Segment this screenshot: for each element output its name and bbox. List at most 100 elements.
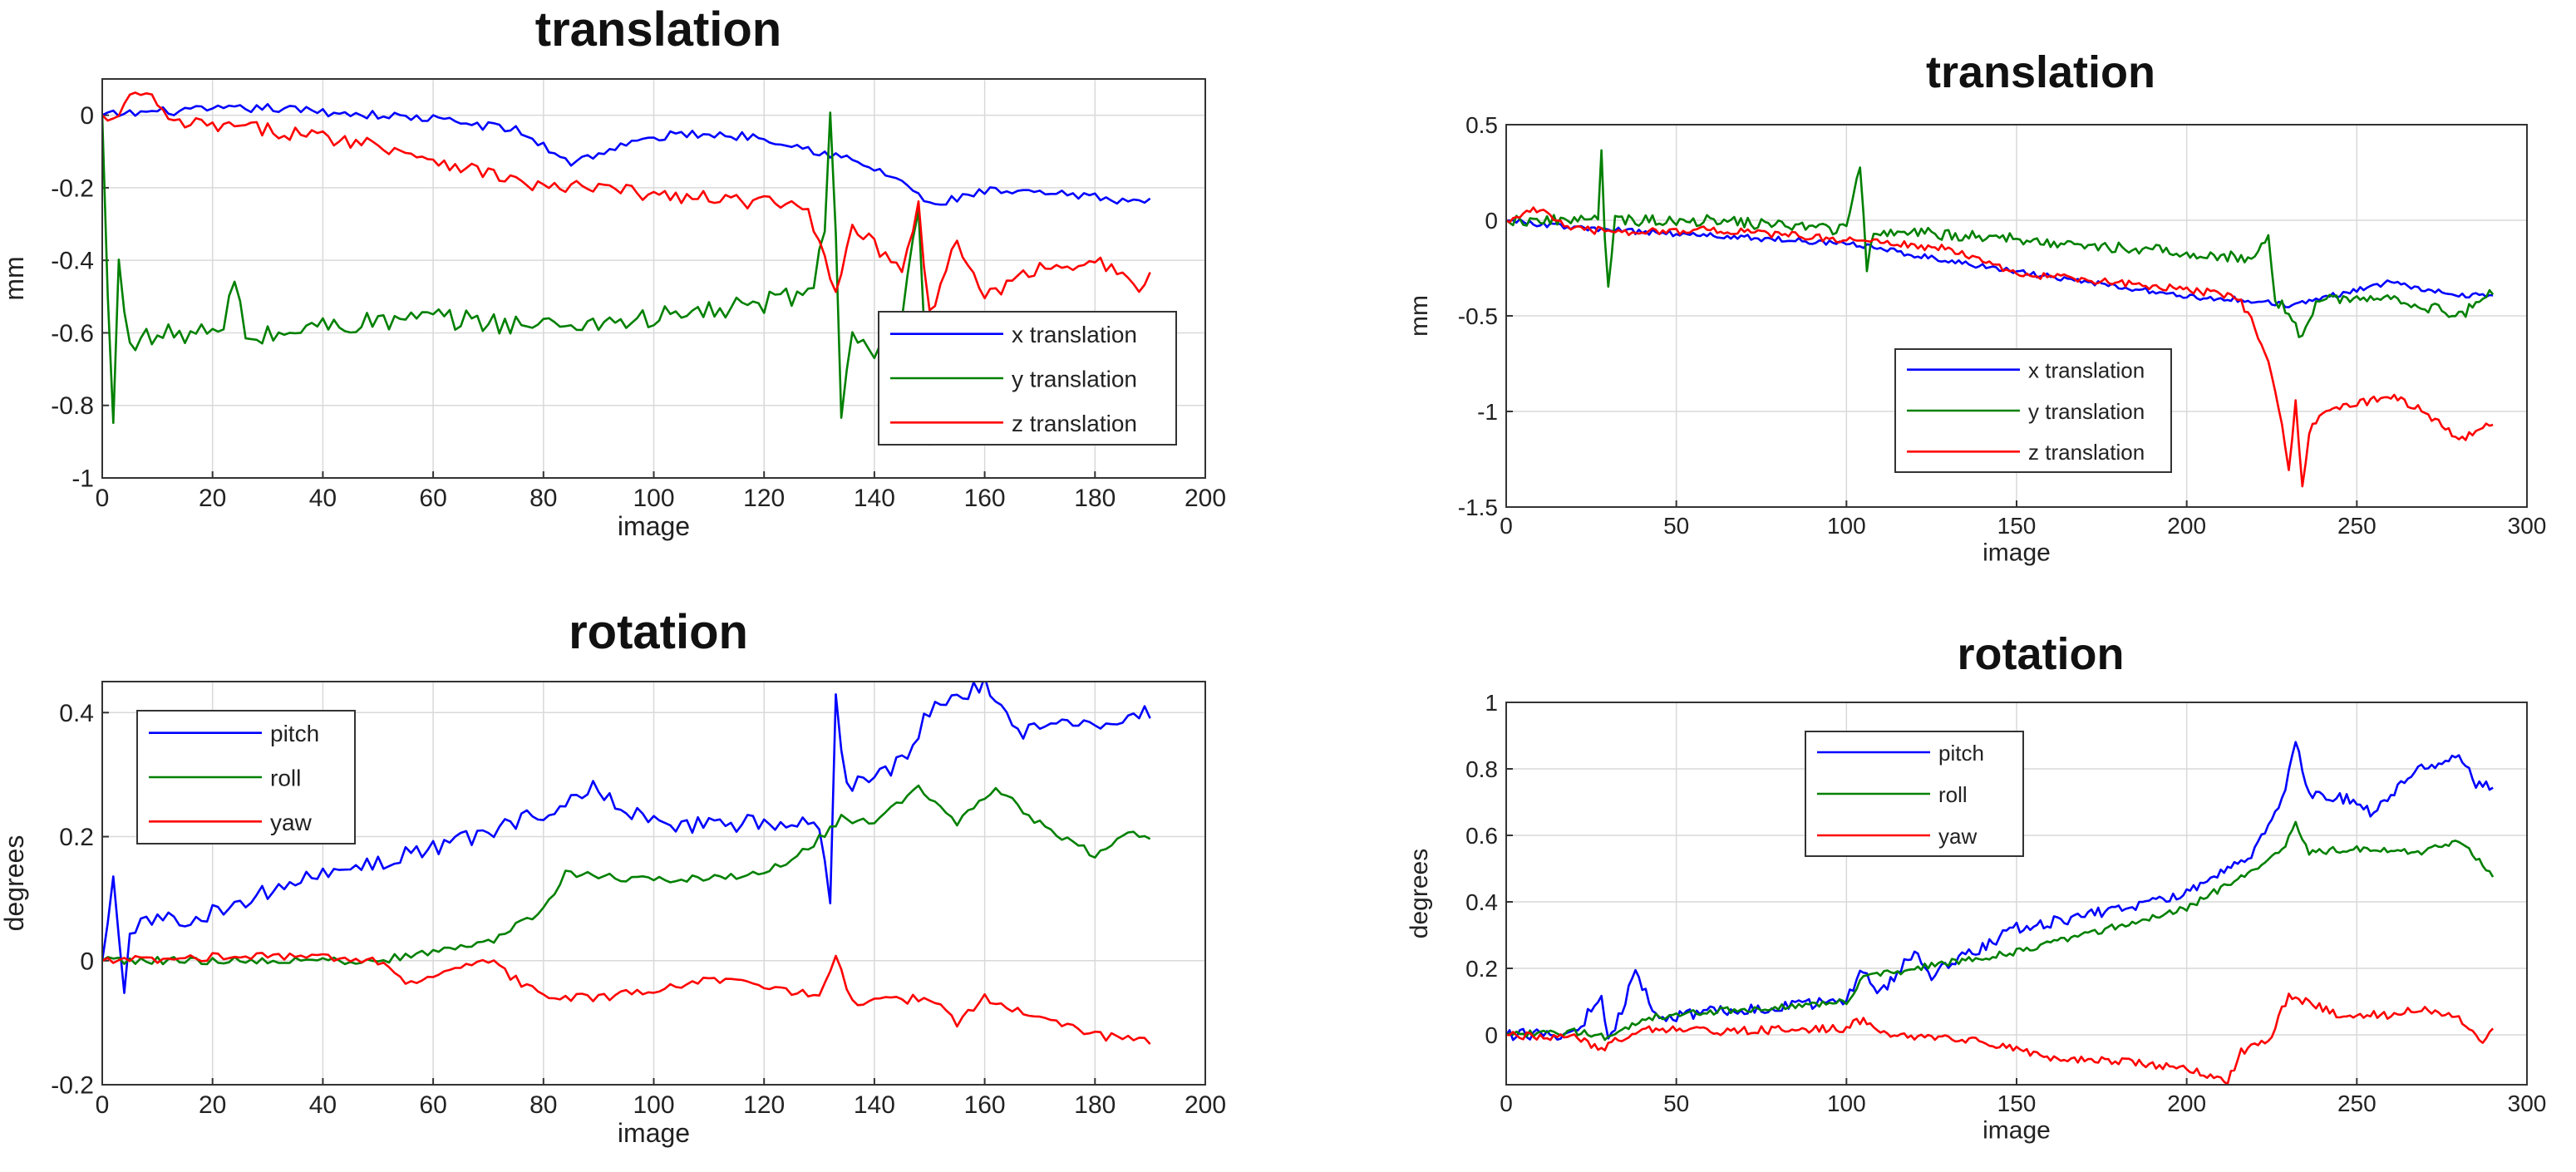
x-tick-label: 150 [1997, 513, 2037, 539]
y-tick-label: 0 [80, 948, 94, 975]
series-line-roll [102, 784, 1151, 966]
series-line-y-translation [1506, 149, 2495, 338]
legend: x translation y translation z translation [1894, 348, 2172, 473]
x-tick-label: 50 [1663, 513, 1689, 539]
y-tick-label: -0.5 [1458, 303, 1498, 329]
x-axis-label: image [1982, 1116, 2051, 1144]
chart-bl: rotation 0 20 40 60 80 100 120 140 160 180 200 0.4 0.… [0, 605, 1226, 1148]
legend-label: roll [270, 766, 301, 791]
x-tick-label: 140 [854, 1091, 895, 1119]
x-tick-label: 200 [1185, 485, 1226, 512]
x-tick-label: 100 [1827, 1091, 1866, 1116]
x-tick-label: 0 [1500, 513, 1513, 539]
axes-frame [101, 681, 1206, 1086]
x-axis-label: image [1982, 539, 2051, 566]
y-tick-label: -1 [71, 465, 94, 493]
series-line-x-translation [102, 103, 1151, 206]
y-tick-label: 0.6 [1465, 823, 1498, 849]
y-tick-label: -0.2 [51, 1072, 94, 1100]
series-line-pitch [1506, 741, 2494, 1042]
x-tick-label: 100 [633, 485, 674, 512]
legend-label: y translation [1012, 367, 1137, 392]
y-tick-label: 0.5 [1465, 112, 1498, 138]
x-axis-label: image [618, 511, 690, 541]
x-tick-label: 200 [2167, 1091, 2206, 1116]
x-tick-label: 40 [309, 485, 337, 512]
x-tick-label: 60 [419, 1091, 446, 1119]
y-axis-label: degrees [1406, 849, 1433, 938]
x-tick-label: 160 [964, 1091, 1006, 1119]
y-tick-label: -0.6 [51, 320, 94, 347]
x-tick-label: 20 [199, 485, 226, 512]
series-line-yaw [102, 952, 1151, 1045]
legend-label: z translation [2028, 440, 2145, 465]
x-tick-label: 60 [419, 485, 446, 512]
chart-title: rotation [1958, 629, 2125, 679]
x-tick-label: 20 [199, 1091, 226, 1119]
legend-label: yaw [270, 810, 313, 835]
legend-label: x translation [2028, 357, 2145, 382]
x-tick-label: 180 [1074, 485, 1116, 512]
legend-label: pitch [270, 721, 319, 746]
axes-frame [101, 78, 1206, 479]
y-tick-label: 0.2 [59, 824, 94, 851]
series-line-pitch [102, 682, 1151, 994]
x-tick-label: 100 [633, 1091, 674, 1119]
series-line-roll [1506, 820, 2495, 1042]
y-tick-label: 0 [1485, 1022, 1498, 1048]
x-tick-label: 120 [743, 485, 785, 512]
legend-label: z translation [1012, 411, 1137, 436]
x-tick-label: 140 [854, 485, 895, 512]
legend: pitch roll yaw [1805, 731, 2024, 857]
legend-label: y translation [2028, 399, 2145, 424]
x-tick-label: 120 [743, 1091, 785, 1119]
y-tick-label: 0 [1485, 208, 1498, 234]
x-tick-label: 160 [964, 485, 1006, 512]
x-tick-label: 0 [96, 1091, 110, 1119]
chart-title: translation [1926, 47, 2155, 97]
y-tick-label: 0 [80, 102, 94, 130]
series-line-yaw [1506, 992, 2495, 1085]
axes-frame [1505, 702, 2528, 1086]
y-axis-label: mm [1406, 295, 1433, 337]
x-tick-label: 250 [2337, 513, 2377, 539]
x-tick-label: 80 [529, 485, 557, 512]
y-axis-label: degrees [0, 835, 29, 932]
legend-label: pitch [1938, 741, 1984, 766]
x-tick-label: 150 [1997, 1091, 2037, 1116]
y-tick-label: -0.4 [51, 248, 94, 275]
chart-tr: translation 0 50 100 150 200 250 300 0.5 0 -0.5 -1 -… [1406, 47, 2546, 566]
x-tick-label: 40 [309, 1091, 337, 1119]
series-line-z-translation [1506, 206, 2494, 488]
x-tick-label: 180 [1074, 1091, 1116, 1119]
legend-label: yaw [1938, 824, 1977, 849]
legend-label: x translation [1012, 322, 1137, 347]
legend: x translation y translation z translation [878, 311, 1177, 446]
series-line-z-translation [102, 91, 1151, 312]
x-tick-label: 0 [96, 485, 110, 512]
y-tick-label: 0.4 [1465, 889, 1498, 915]
y-tick-label: -0.2 [51, 175, 94, 202]
y-tick-label: -1 [1477, 399, 1498, 425]
legend: pitch roll yaw [136, 710, 356, 845]
x-tick-label: 250 [2337, 1091, 2377, 1116]
legend-label: roll [1938, 782, 1968, 807]
x-tick-label: 300 [2508, 513, 2547, 539]
x-tick-label: 0 [1500, 1091, 1513, 1116]
x-tick-label: 50 [1663, 1091, 1689, 1116]
axes-frame [1505, 124, 2528, 508]
y-tick-label: 1 [1485, 690, 1498, 716]
y-tick-label: -0.8 [51, 392, 94, 420]
x-tick-label: 200 [1185, 1091, 1226, 1119]
x-tick-label: 80 [529, 1091, 557, 1119]
y-axis-label: mm [0, 256, 29, 300]
y-tick-label: 0.2 [1465, 956, 1498, 982]
y-tick-label: 0.4 [59, 700, 94, 727]
x-tick-label: 200 [2167, 513, 2206, 539]
chart-title: rotation [569, 605, 748, 659]
x-tick-label: 300 [2508, 1091, 2547, 1116]
y-tick-label: -1.5 [1458, 495, 1498, 520]
x-tick-label: 100 [1827, 513, 1866, 539]
